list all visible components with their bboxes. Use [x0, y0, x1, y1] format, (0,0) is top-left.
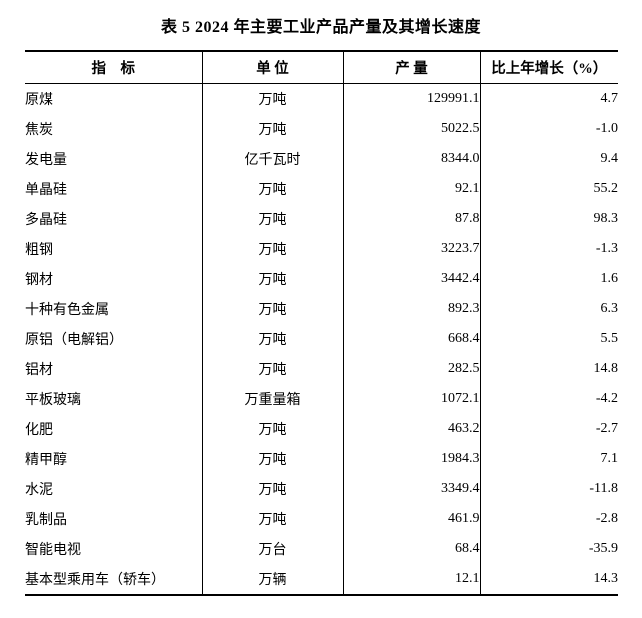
unit-cell: 万吨: [202, 83, 344, 114]
output-cell: 3442.4: [343, 264, 481, 294]
output-cell: 92.1: [343, 174, 481, 204]
growth-cell: -1.0: [595, 121, 618, 136]
industrial-products-table: 指 标 单 位 产 量 比上年增长（%） 原煤 万吨 129991.1 4.7 …: [25, 50, 618, 596]
growth-cell: 14.3: [593, 571, 619, 586]
output-cell: 68.4: [343, 534, 481, 564]
output-cell: 3223.7: [343, 234, 481, 264]
table-row: 精甲醇 万吨 1984.3 7.1: [25, 444, 618, 474]
output-cell: 3349.4: [343, 474, 481, 504]
header-unit: 单 位: [202, 51, 344, 84]
indicator-cell: 乳制品: [25, 504, 203, 534]
unit-cell: 万吨: [202, 444, 344, 474]
growth-cell: 1.6: [600, 271, 619, 286]
indicator-cell: 粗钢: [25, 234, 203, 264]
indicator-cell: 单晶硅: [25, 174, 203, 204]
unit-cell: 万吨: [202, 474, 344, 504]
unit-cell: 万吨: [202, 504, 344, 534]
table-row: 铝材 万吨 282.5 14.8: [25, 354, 618, 384]
growth-cell: -35.9: [588, 541, 618, 556]
unit-cell: 万辆: [202, 564, 344, 595]
indicator-cell: 钢材: [25, 264, 203, 294]
unit-cell: 万重量箱: [202, 384, 344, 414]
unit-cell: 万吨: [202, 204, 344, 234]
header-indicator: 指 标: [25, 51, 203, 84]
table-row: 十种有色金属 万吨 892.3 6.3: [25, 294, 618, 324]
header-row: 指 标 单 位 产 量 比上年增长（%）: [25, 51, 618, 84]
growth-cell: 4.7: [600, 91, 619, 106]
indicator-cell: 基本型乘用车（轿车）: [25, 564, 203, 595]
output-cell: 1072.1: [343, 384, 481, 414]
growth-cell: 55.2: [593, 181, 619, 196]
output-cell: 5022.5: [343, 114, 481, 144]
indicator-cell: 原铝（电解铝）: [25, 324, 203, 354]
output-cell: 87.8: [343, 204, 481, 234]
table-row: 乳制品 万吨 461.9 -2.8: [25, 504, 618, 534]
output-cell: 282.5: [343, 354, 481, 384]
unit-cell: 万吨: [202, 294, 344, 324]
table-row: 智能电视 万台 68.4 -35.9: [25, 534, 618, 564]
indicator-cell: 焦炭: [25, 114, 203, 144]
unit-cell: 万台: [202, 534, 344, 564]
indicator-cell: 多晶硅: [25, 204, 203, 234]
output-cell: 668.4: [343, 324, 481, 354]
table-row: 焦炭 万吨 5022.5 -1.0: [25, 114, 618, 144]
indicator-cell: 铝材: [25, 354, 203, 384]
indicator-cell: 平板玻璃: [25, 384, 203, 414]
output-cell: 129991.1: [343, 83, 481, 114]
output-cell: 461.9: [343, 504, 481, 534]
growth-cell: 14.8: [593, 361, 619, 376]
growth-cell: 5.5: [600, 331, 619, 346]
unit-cell: 万吨: [202, 114, 344, 144]
table-row: 化肥 万吨 463.2 -2.7: [25, 414, 618, 444]
growth-cell: -2.8: [595, 511, 618, 526]
indicator-cell: 发电量: [25, 144, 203, 174]
table-title: 表 5 2024 年主要工业产品产量及其增长速度: [160, 19, 481, 36]
table-row: 钢材 万吨 3442.4 1.6: [25, 264, 618, 294]
indicator-cell: 水泥: [25, 474, 203, 504]
output-cell: 463.2: [343, 414, 481, 444]
table-row: 水泥 万吨 3349.4 -11.8: [25, 474, 618, 504]
table-row: 原铝（电解铝） 万吨 668.4 5.5: [25, 324, 618, 354]
growth-cell: -11.8: [589, 481, 618, 496]
growth-cell: 6.3: [600, 301, 619, 316]
growth-cell: -1.3: [595, 241, 618, 256]
output-cell: 12.1: [343, 564, 481, 595]
growth-cell: -2.7: [595, 421, 618, 436]
table-row: 原煤 万吨 129991.1 4.7: [25, 83, 619, 114]
unit-cell: 万吨: [202, 324, 344, 354]
unit-cell: 万吨: [202, 174, 344, 204]
indicator-cell: 原煤: [25, 83, 203, 114]
table-row: 粗钢 万吨 3223.7 -1.3: [25, 234, 618, 264]
output-cell: 1984.3: [343, 444, 481, 474]
unit-cell: 亿千瓦时: [202, 144, 344, 174]
table-row: 平板玻璃 万重量箱 1072.1 -4.2: [25, 384, 618, 414]
unit-cell: 万吨: [202, 354, 344, 384]
growth-cell: -4.2: [595, 391, 618, 406]
unit-cell: 万吨: [202, 234, 344, 264]
growth-cell: 9.4: [600, 151, 619, 166]
table-row: 多晶硅 万吨 87.8 98.3: [25, 204, 618, 234]
table-row: 单晶硅 万吨 92.1 55.2: [25, 174, 618, 204]
unit-cell: 万吨: [202, 264, 344, 294]
output-cell: 8344.0: [343, 144, 481, 174]
indicator-cell: 十种有色金属: [25, 294, 203, 324]
indicator-cell: 精甲醇: [25, 444, 203, 474]
growth-cell: 7.1: [600, 451, 619, 466]
header-output: 产 量: [343, 51, 481, 84]
table-row: 基本型乘用车（轿车） 万辆 12.1 14.3: [25, 564, 618, 595]
indicator-cell: 智能电视: [25, 534, 203, 564]
unit-cell: 万吨: [202, 414, 344, 444]
table-row: 发电量 亿千瓦时 8344.0 9.4: [25, 144, 618, 174]
growth-cell: 98.3: [593, 211, 619, 226]
header-growth: 比上年增长（%）: [480, 51, 618, 84]
output-cell: 892.3: [343, 294, 481, 324]
indicator-cell: 化肥: [25, 414, 203, 444]
